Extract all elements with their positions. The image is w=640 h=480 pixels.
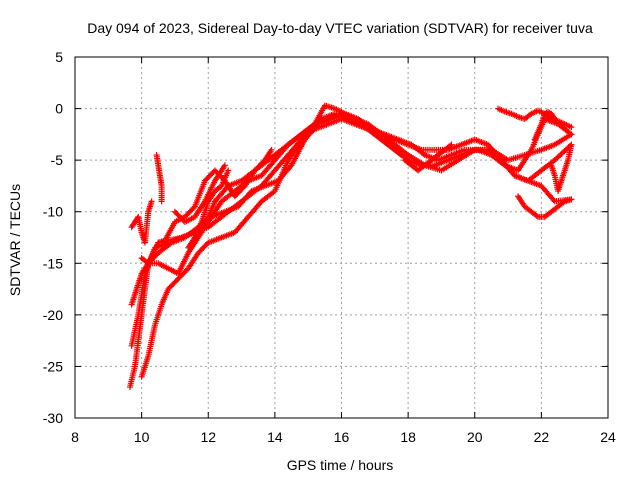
- data-point: [143, 259, 150, 266]
- y-tick-label: -25: [43, 358, 63, 374]
- data-point: [398, 151, 405, 158]
- series-track-7: [171, 162, 228, 226]
- y-axis-ticks: -30 -25 -20 -15 -10 -5 0 5: [43, 49, 608, 426]
- data-point: [551, 115, 558, 122]
- y-axis-label: SDTVAR / TECUs: [7, 184, 23, 296]
- data-point: [550, 114, 557, 121]
- x-tick-label: 18: [400, 429, 416, 445]
- data-point: [568, 141, 575, 148]
- y-tick-label: -10: [43, 204, 63, 220]
- data-point: [158, 198, 165, 205]
- data-point: [268, 146, 275, 153]
- data-point: [148, 198, 155, 205]
- x-tick-label: 14: [267, 429, 283, 445]
- data-point: [568, 196, 575, 203]
- x-tick-label: 16: [334, 429, 350, 445]
- y-tick-label: -15: [43, 255, 63, 271]
- data-point: [533, 212, 540, 219]
- series-track-15: [401, 141, 455, 174]
- series-track-9: [128, 198, 155, 246]
- series-track-10: [153, 151, 165, 205]
- chart-title: Day 094 of 2023, Sidereal Day-to-day VTE…: [87, 20, 593, 36]
- data-point: [221, 162, 228, 169]
- x-axis-ticks: 8 10 12 14 16 18 20 22 24: [71, 57, 616, 445]
- y-tick-label: -5: [51, 152, 64, 168]
- y-tick-label: -20: [43, 307, 63, 323]
- x-tick-label: 22: [534, 429, 550, 445]
- data-point: [447, 142, 454, 149]
- data-point: [448, 141, 455, 148]
- series-track-8: [185, 167, 232, 251]
- x-axis-label: GPS time / hours: [287, 457, 394, 473]
- data-point: [190, 204, 197, 211]
- x-tick-label: 20: [467, 429, 483, 445]
- data-point: [225, 167, 232, 174]
- x-tick-label: 8: [71, 429, 79, 445]
- data-point: [568, 131, 575, 138]
- y-tick-label: 0: [55, 101, 63, 117]
- data-point: [568, 124, 575, 131]
- series-track-14: [548, 141, 575, 195]
- series-track-12: [515, 193, 575, 220]
- data-points: [126, 102, 575, 391]
- series-track-13: [531, 108, 558, 143]
- y-tick-label: 5: [55, 49, 63, 65]
- x-tick-label: 12: [200, 429, 216, 445]
- x-tick-label: 10: [134, 429, 150, 445]
- x-tick-label: 24: [600, 429, 616, 445]
- y-tick-label: -30: [43, 410, 63, 426]
